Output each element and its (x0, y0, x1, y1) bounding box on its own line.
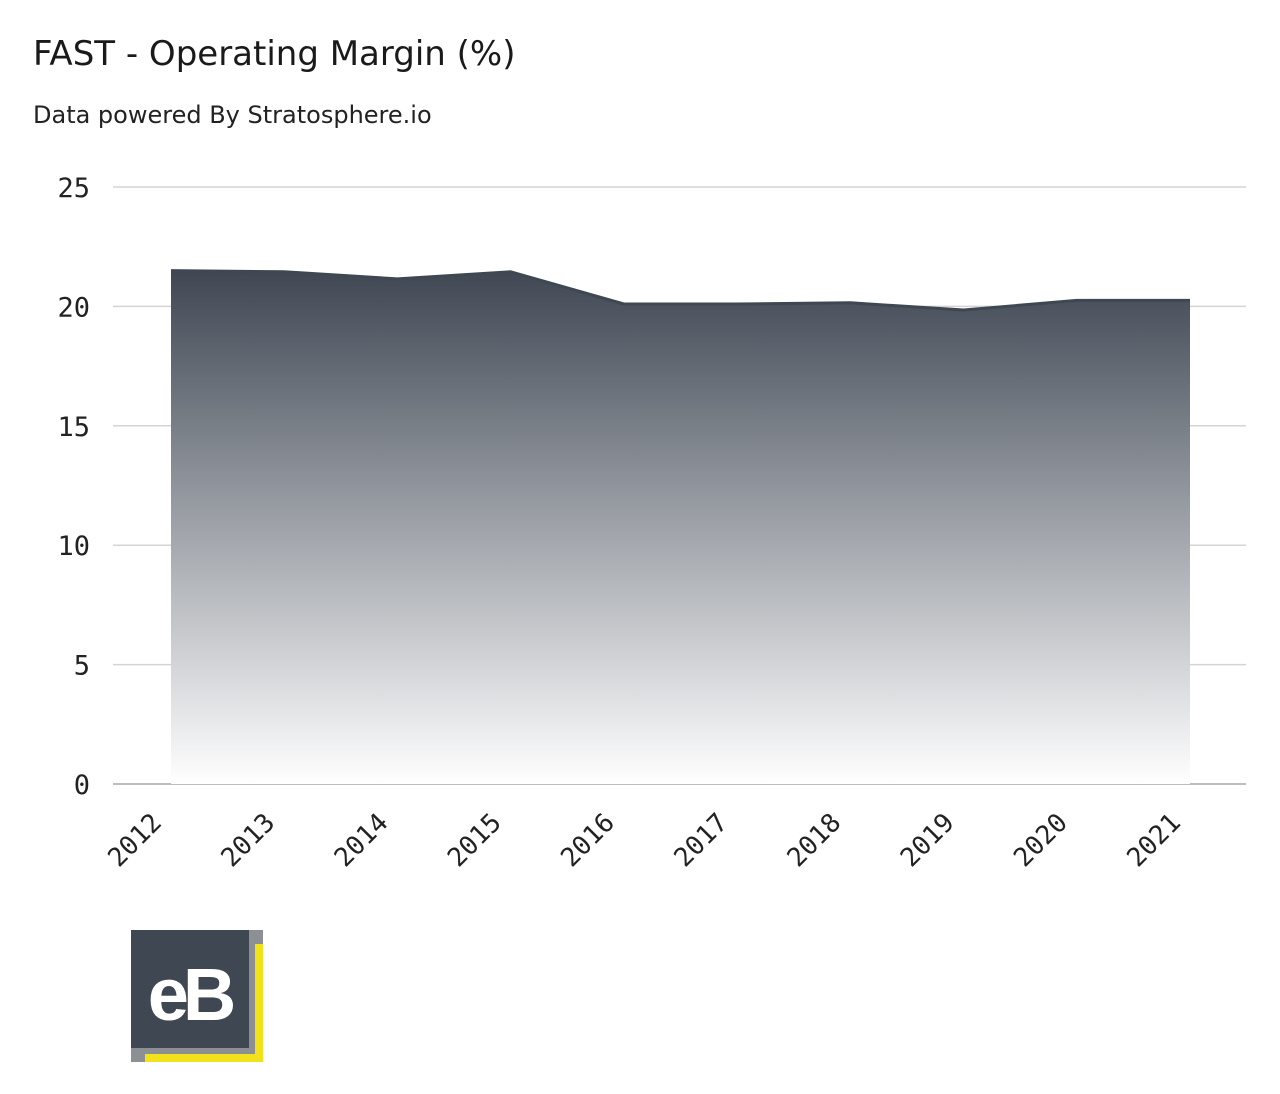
x-tick-label: 2018 (782, 808, 847, 873)
y-tick-label: 15 (57, 412, 90, 443)
area-fill (171, 270, 1190, 785)
x-axis: 2012 2013 2014 2015 2016 2017 2018 2019 2020 2021 (102, 808, 1186, 873)
x-tick-label: 2013 (216, 808, 281, 873)
series-line (170, 269, 1190, 312)
x-tick-label: 2012 (102, 808, 167, 873)
x-tick-label: 2019 (895, 808, 960, 873)
x-tick-label: 2017 (669, 808, 734, 873)
y-tick-label: 20 (57, 292, 90, 323)
x-tick-label: 2020 (1008, 808, 1073, 873)
eb-logo: eB (131, 930, 263, 1062)
chart-subtitle: Data powered By Stratosphere.io (33, 101, 432, 129)
area-series (170, 269, 1191, 785)
x-tick-label: 2015 (442, 808, 507, 873)
y-tick-label: 0 (74, 770, 90, 801)
chart-title: FAST - Operating Margin (%) (33, 34, 516, 74)
y-tick-label: 10 (57, 531, 90, 562)
y-tick-label: 25 (57, 173, 90, 204)
x-tick-label: 2014 (329, 808, 394, 873)
y-tick-label: 5 (74, 651, 90, 682)
logo-text: eB (148, 953, 234, 1036)
x-tick-label: 2016 (555, 808, 620, 873)
y-axis: 0 5 10 15 20 25 (57, 173, 90, 801)
x-tick-label: 2021 (1121, 808, 1186, 873)
